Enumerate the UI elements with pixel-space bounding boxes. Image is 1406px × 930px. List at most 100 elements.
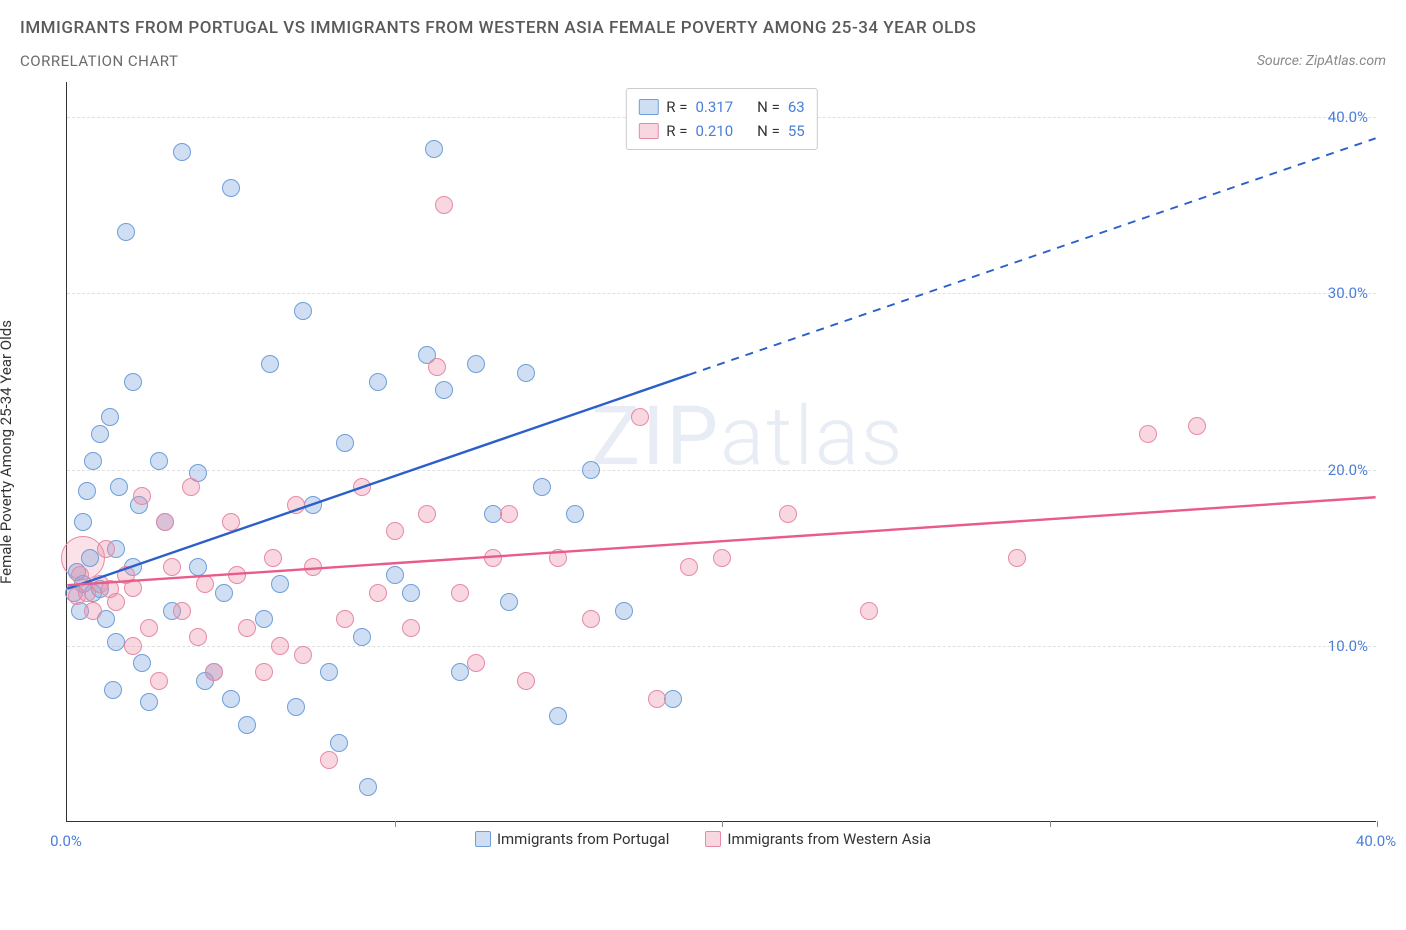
chart-title: IMMIGRANTS FROM PORTUGAL VS IMMIGRANTS F… <box>0 0 1406 44</box>
data-point-western_asia <box>163 558 181 576</box>
data-point-western_asia <box>222 513 240 531</box>
data-point-portugal <box>386 566 404 584</box>
trendline-western_asia <box>67 497 1375 585</box>
r-value-western-asia: 0.210 <box>695 119 733 143</box>
legend-swatch <box>705 831 721 847</box>
data-point-portugal <box>353 628 371 646</box>
data-point-western_asia <box>97 540 115 558</box>
data-point-western_asia <box>451 584 469 602</box>
x-tick <box>1050 821 1051 827</box>
data-point-portugal <box>484 505 502 523</box>
trendline-portugal <box>67 375 688 589</box>
correlation-legend: R = 0.317 N = 63 R = 0.210 N = 55 <box>625 88 817 150</box>
r-label: R = <box>666 119 687 143</box>
x-tick <box>395 821 396 827</box>
data-point-portugal <box>549 707 567 725</box>
data-point-portugal <box>467 355 485 373</box>
data-point-western_asia <box>779 505 797 523</box>
data-point-western_asia <box>336 610 354 628</box>
data-point-western_asia <box>860 602 878 620</box>
data-point-portugal <box>104 681 122 699</box>
data-point-western_asia <box>517 672 535 690</box>
data-point-portugal <box>451 663 469 681</box>
data-point-western_asia <box>182 478 200 496</box>
data-point-portugal <box>255 610 273 628</box>
x-tick <box>722 821 723 827</box>
gridline <box>67 470 1376 471</box>
data-point-western_asia <box>582 610 600 628</box>
data-point-portugal <box>294 302 312 320</box>
data-point-portugal <box>110 478 128 496</box>
data-point-western_asia <box>124 637 142 655</box>
legend-item-portugal: Immigrants from Portugal <box>475 830 669 848</box>
data-point-portugal <box>107 633 125 651</box>
data-point-portugal <box>91 425 109 443</box>
data-point-portugal <box>402 584 420 602</box>
y-tick-label: 20.0% <box>1328 461 1368 479</box>
data-point-portugal <box>222 179 240 197</box>
data-point-western_asia <box>205 663 223 681</box>
data-point-western_asia <box>124 579 142 597</box>
data-point-portugal <box>215 584 233 602</box>
n-label: N = <box>757 95 780 119</box>
data-point-portugal <box>566 505 584 523</box>
data-point-portugal <box>140 693 158 711</box>
trendline-portugal-projection <box>689 138 1376 374</box>
data-point-portugal <box>150 452 168 470</box>
data-point-portugal <box>78 482 96 500</box>
series-legend: Immigrants from PortugalImmigrants from … <box>18 830 1388 848</box>
legend-row-portugal: R = 0.317 N = 63 <box>638 95 804 119</box>
data-point-western_asia <box>648 690 666 708</box>
data-point-western_asia <box>271 637 289 655</box>
data-point-portugal <box>500 593 518 611</box>
legend-swatch-portugal <box>638 99 658 115</box>
gridline <box>67 293 1376 294</box>
data-point-western_asia <box>386 522 404 540</box>
plot-area: ZIPatlas R = 0.317 N = 63 R = 0.210 N = … <box>66 82 1376 822</box>
gridline <box>67 646 1376 647</box>
data-point-western_asia <box>287 496 305 514</box>
trend-lines <box>67 82 1376 821</box>
legend-label: Immigrants from Portugal <box>497 830 669 848</box>
data-point-portugal <box>271 575 289 593</box>
data-point-portugal <box>222 690 240 708</box>
data-point-western_asia <box>435 196 453 214</box>
n-value-western-asia: 55 <box>788 119 805 143</box>
data-point-portugal <box>435 381 453 399</box>
data-point-western_asia <box>1188 417 1206 435</box>
data-point-western_asia <box>549 549 567 567</box>
y-tick-label: 10.0% <box>1328 637 1368 655</box>
data-point-portugal <box>173 143 191 161</box>
data-point-western_asia <box>713 549 731 567</box>
data-point-western_asia <box>228 566 246 584</box>
data-point-portugal <box>615 602 633 620</box>
x-tick <box>1377 821 1378 827</box>
data-point-western_asia <box>238 619 256 637</box>
data-point-western_asia <box>84 602 102 620</box>
legend-row-western-asia: R = 0.210 N = 55 <box>638 119 804 143</box>
data-point-portugal <box>189 558 207 576</box>
data-point-western_asia <box>484 549 502 567</box>
data-point-portugal <box>336 434 354 452</box>
source-label: Source: ZipAtlas.com <box>1257 53 1386 69</box>
legend-swatch <box>475 831 491 847</box>
data-point-western_asia <box>150 672 168 690</box>
data-point-western_asia <box>133 487 151 505</box>
data-point-western_asia <box>320 751 338 769</box>
subtitle-row: CORRELATION CHART Source: ZipAtlas.com <box>0 44 1406 74</box>
data-point-portugal <box>81 549 99 567</box>
data-point-portugal <box>101 408 119 426</box>
data-point-portugal <box>133 654 151 672</box>
data-point-western_asia <box>196 575 214 593</box>
data-point-portugal <box>84 452 102 470</box>
data-point-portugal <box>287 698 305 716</box>
data-point-western_asia <box>500 505 518 523</box>
data-point-portugal <box>425 140 443 158</box>
data-point-western_asia <box>418 505 436 523</box>
data-point-western_asia <box>173 602 191 620</box>
r-label: R = <box>666 95 687 119</box>
y-tick-label: 40.0% <box>1328 108 1368 126</box>
data-point-western_asia <box>1008 549 1026 567</box>
data-point-portugal <box>533 478 551 496</box>
data-point-portugal <box>582 461 600 479</box>
